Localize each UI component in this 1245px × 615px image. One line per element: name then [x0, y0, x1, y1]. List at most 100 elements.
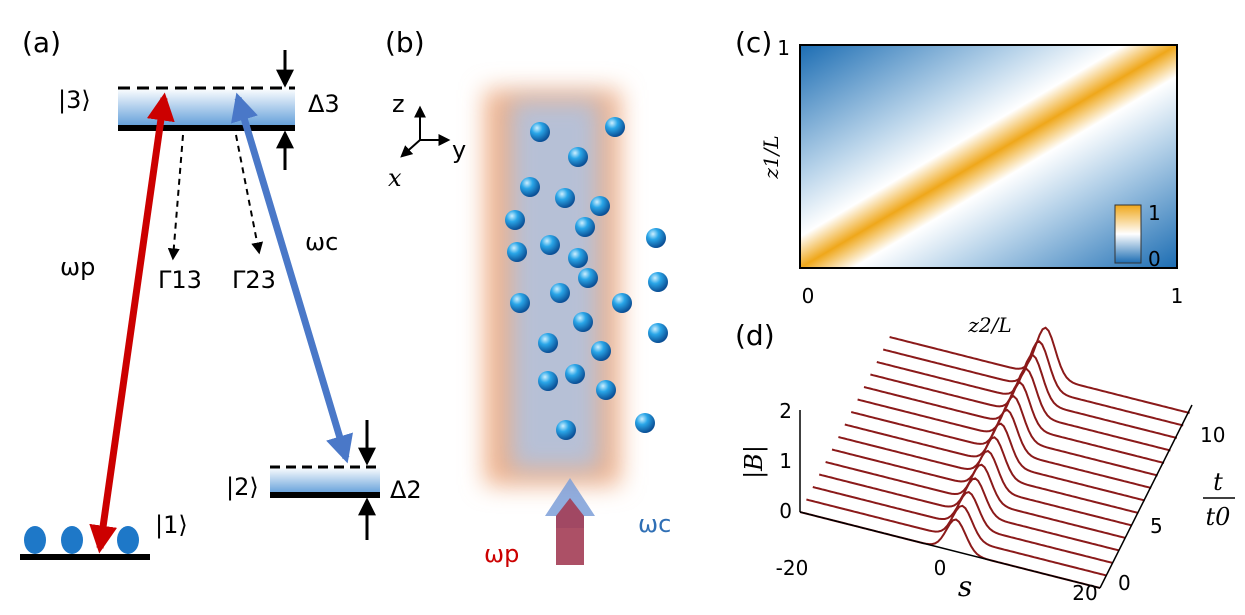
trace — [818, 473, 1120, 552]
trace — [882, 340, 1184, 427]
atom — [568, 248, 588, 268]
population — [117, 526, 139, 554]
atom — [550, 283, 570, 303]
detuning-label: Δ2 — [390, 476, 422, 504]
atom — [507, 242, 527, 262]
atom — [635, 413, 655, 433]
decay-label: Γ23 — [232, 266, 276, 294]
colorbar — [1114, 204, 1142, 264]
atom — [520, 177, 540, 197]
trace — [831, 448, 1133, 527]
atom — [605, 117, 625, 137]
t-tick-label: 10 — [1200, 423, 1225, 447]
heatmap — [799, 44, 1178, 269]
panel-a: (a) |3⟩ |2⟩ |1⟩ Δ3 Δ2 ωp ωc Γ13 Γ23 — [20, 26, 422, 560]
trace — [876, 353, 1178, 439]
panel-label: (b) — [385, 26, 425, 59]
atom — [568, 147, 588, 167]
atom — [530, 122, 550, 142]
probe-arrow — [89, 92, 175, 554]
trace — [857, 395, 1158, 477]
trace — [889, 326, 1190, 414]
axis-line — [799, 511, 1101, 589]
atom — [596, 380, 616, 400]
coupling-label: ωc — [305, 228, 338, 256]
level-label: |2⟩ — [226, 473, 259, 501]
panel-label: (a) — [22, 26, 61, 59]
t-label: t — [1213, 468, 1223, 496]
axis-label: y — [452, 136, 466, 164]
axis-label: x — [388, 164, 402, 192]
trace — [863, 381, 1165, 464]
decay-arrow — [167, 134, 184, 261]
y-tick-label: 1 — [779, 449, 792, 473]
trace — [838, 436, 1139, 514]
t-tick-label: 0 — [1118, 571, 1131, 595]
atom — [538, 333, 558, 353]
t-label: t0 — [1206, 503, 1231, 531]
probe-label: ωp — [484, 540, 519, 568]
atom — [578, 268, 598, 288]
atom — [590, 196, 610, 216]
colorbar-tick: 0 — [1148, 247, 1161, 271]
atom — [591, 341, 611, 361]
trace — [870, 367, 1171, 452]
y-tick-label: 2 — [779, 399, 792, 423]
atom — [573, 312, 593, 332]
probe-beam — [556, 498, 584, 565]
atom — [538, 371, 558, 391]
coupling-label: ωc — [638, 510, 671, 538]
population — [24, 526, 46, 554]
atom — [646, 228, 666, 248]
panel-label: (c) — [735, 26, 772, 59]
panel-b: (b) z y x ωp ωc — [385, 26, 671, 568]
x-axis-label: s — [958, 570, 972, 603]
axis-label: z — [392, 90, 405, 118]
trace — [812, 486, 1114, 564]
atom — [565, 364, 585, 384]
trace — [850, 408, 1152, 489]
coupling-arrow — [231, 92, 353, 464]
y-axis-label: |B| — [740, 445, 769, 479]
population — [61, 526, 83, 554]
level-band — [118, 88, 295, 128]
waterfall — [799, 326, 1190, 589]
atoms — [505, 117, 668, 440]
atom — [556, 420, 576, 440]
atom — [510, 293, 530, 313]
atom — [540, 235, 560, 255]
y-tick-label: 0 — [779, 499, 792, 523]
colorbar-tick: 1 — [1148, 201, 1161, 225]
atom — [648, 272, 668, 292]
decay-arrow — [235, 134, 264, 255]
x-axis-label: z2/L — [967, 313, 1011, 337]
t-tick-label: 5 — [1150, 514, 1163, 538]
y-axis-label: z1/L — [759, 135, 783, 179]
detuning-label: Δ3 — [308, 90, 340, 118]
atom — [612, 293, 632, 313]
atom — [575, 217, 595, 237]
x-tick-label: -20 — [776, 556, 809, 580]
level-band — [270, 467, 380, 495]
x-tick-label: 0 — [802, 284, 815, 308]
atom — [555, 188, 575, 208]
x-tick-label: 0 — [934, 556, 947, 580]
atom — [505, 210, 525, 230]
panel-c: (c) 1 0 1 0 1 z1/L z2/L — [735, 26, 1183, 337]
y-tick-label: 1 — [777, 36, 790, 60]
decay-label: Γ13 — [158, 266, 202, 294]
trace — [806, 498, 1107, 577]
atom — [648, 323, 668, 343]
panel-d: (d) 2 1 0 |B| -20 0 20 s 0 5 10 t t0 — [735, 319, 1235, 605]
level-label: |3⟩ — [58, 86, 91, 114]
x-tick-label: 20 — [1072, 581, 1097, 605]
trace — [825, 461, 1126, 539]
axis-line — [1099, 404, 1193, 589]
level-label: |1⟩ — [155, 511, 188, 539]
panel-label: (d) — [735, 319, 775, 352]
probe-label: ωp — [60, 253, 95, 281]
trace — [844, 422, 1146, 502]
x-tick-label: 1 — [1171, 284, 1184, 308]
axis-arrow — [400, 139, 421, 158]
